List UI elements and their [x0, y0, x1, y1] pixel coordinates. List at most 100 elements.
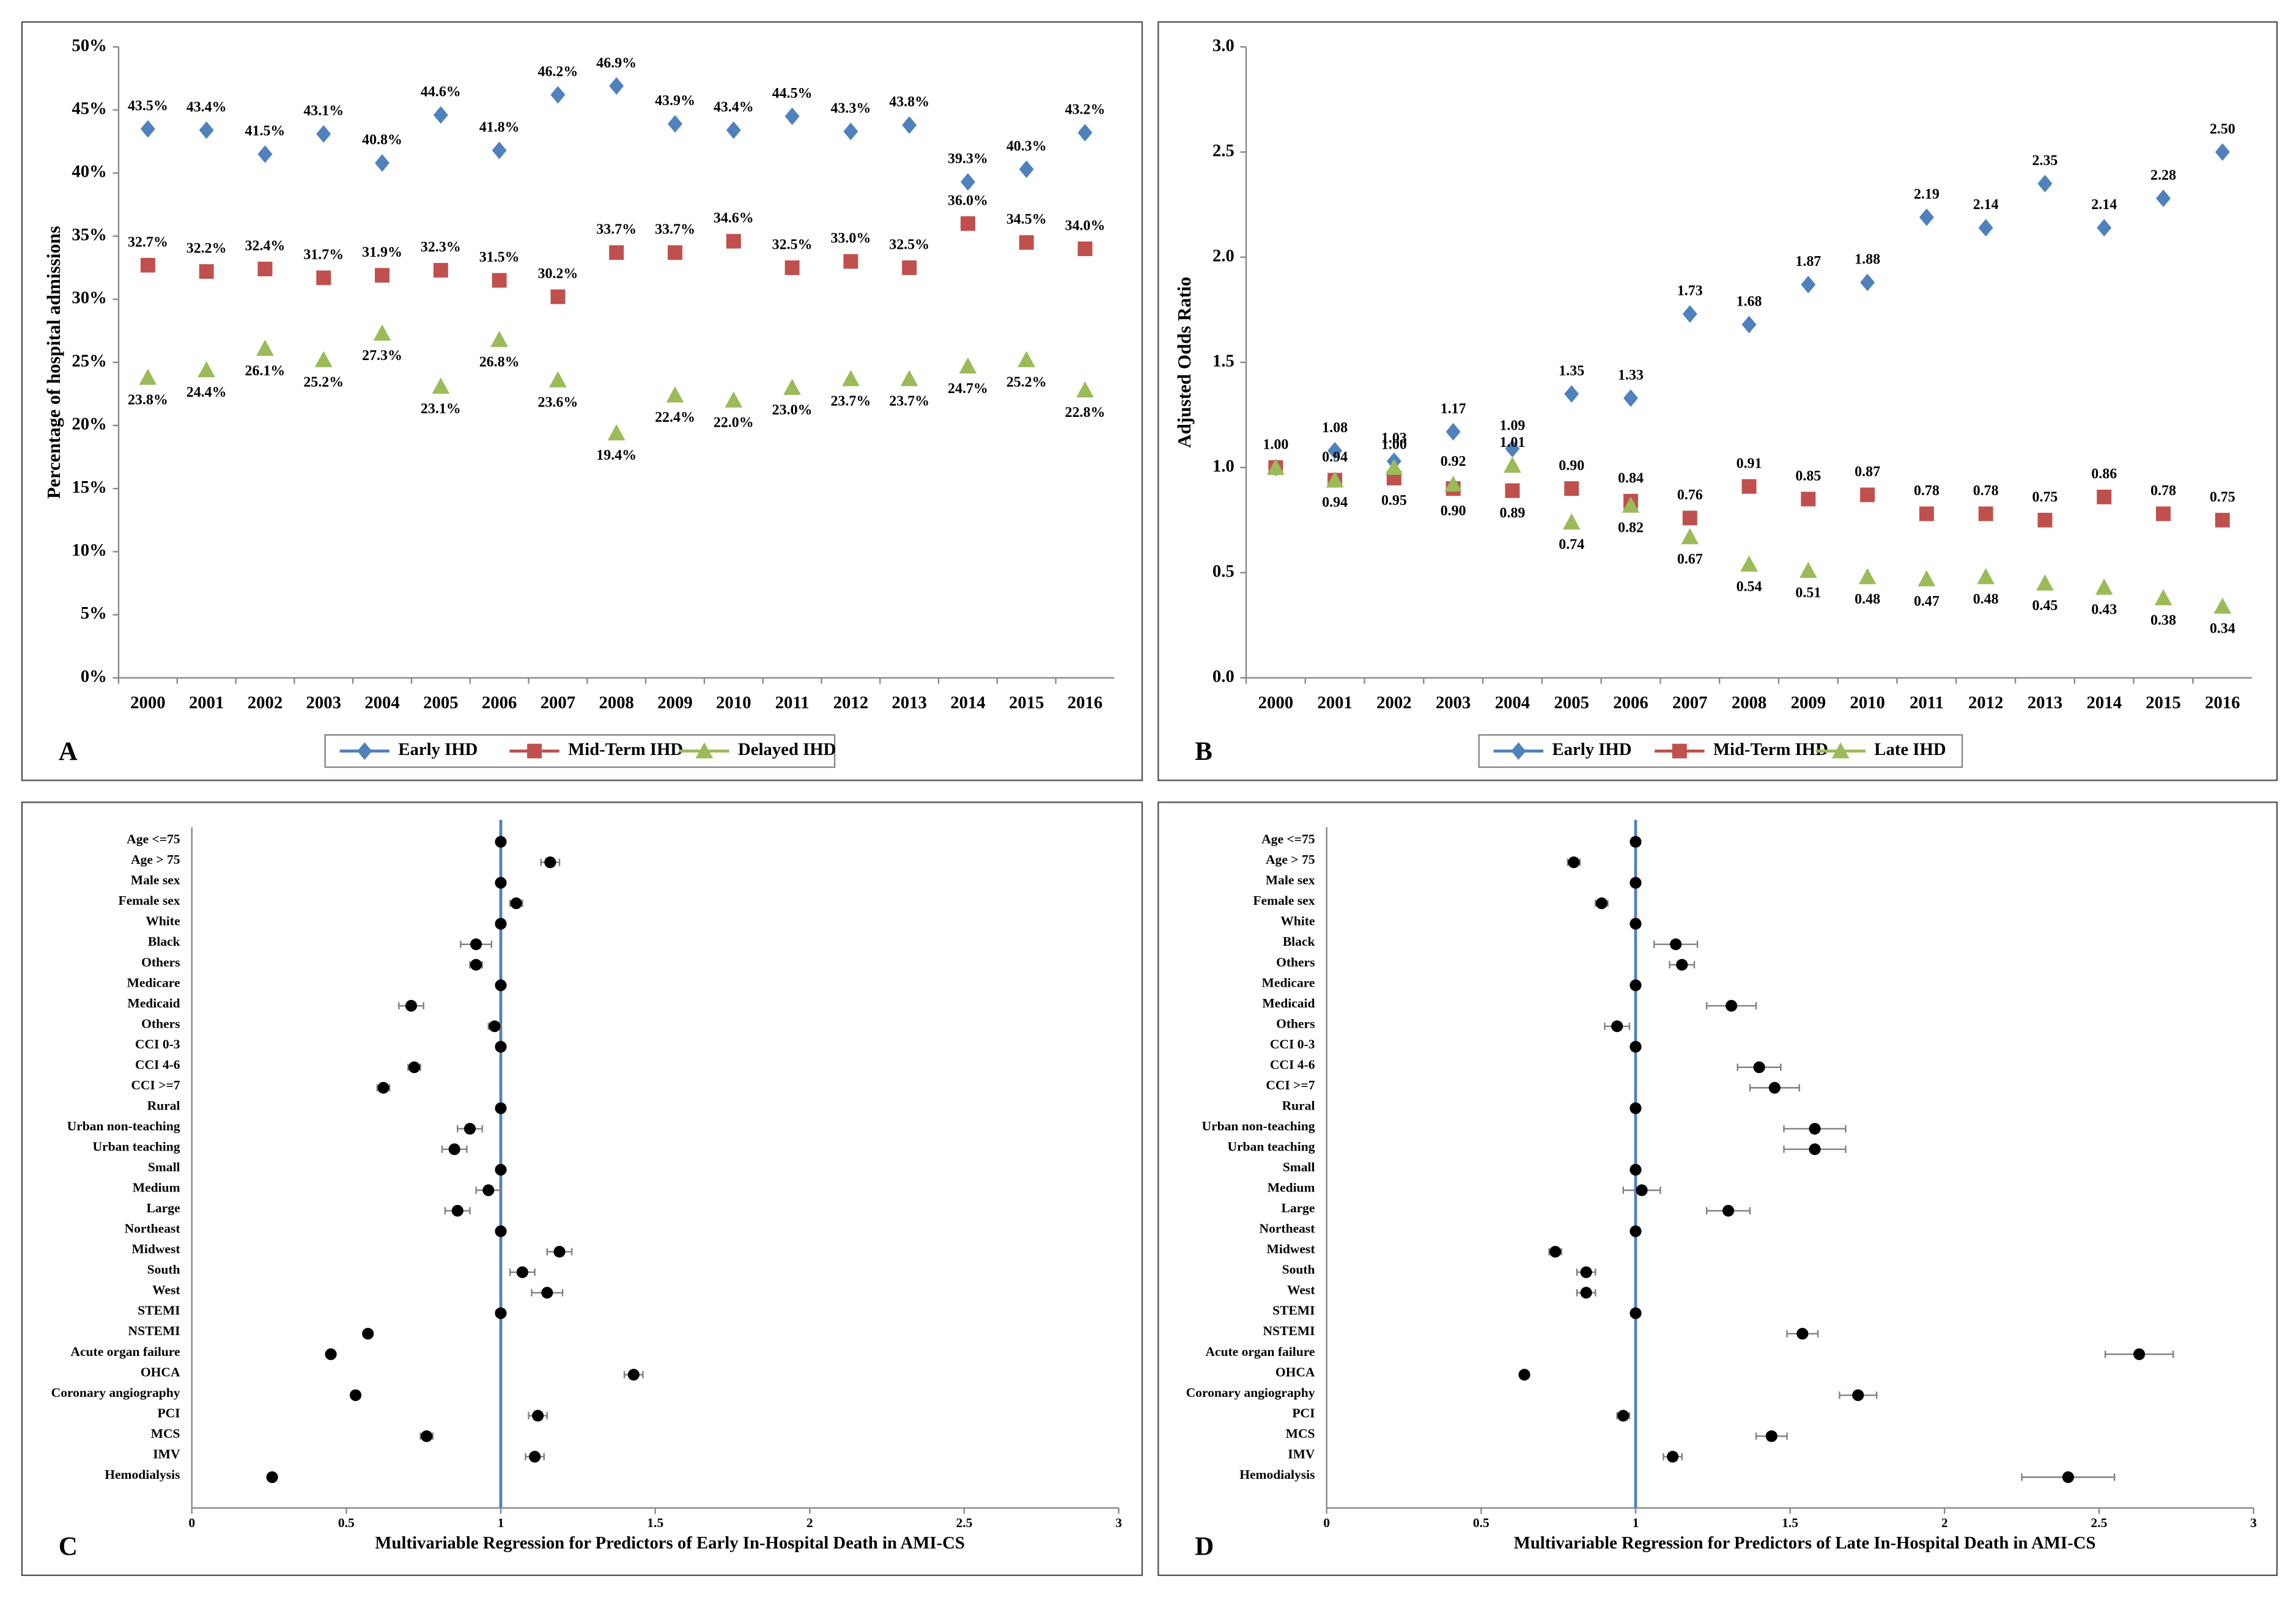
data-label: 1.87 — [1795, 254, 1821, 270]
row-label: Urban teaching — [92, 1140, 180, 1154]
row-label: NSTEMI — [128, 1324, 180, 1338]
estimate-point — [1809, 1143, 1821, 1155]
estimate-point — [1636, 1184, 1648, 1196]
row-label: Northeast — [125, 1221, 181, 1236]
data-point — [668, 115, 682, 133]
row-label: CCI 4-6 — [1270, 1057, 1315, 1072]
row-label: IMV — [1288, 1446, 1315, 1461]
row-label: West — [1287, 1283, 1315, 1297]
data-label: 0.45 — [2032, 598, 2058, 614]
row-label: PCI — [157, 1405, 180, 1420]
estimate-point — [448, 1143, 460, 1155]
legend-label: Early IHD — [398, 740, 478, 759]
data-point — [725, 391, 743, 408]
data-point — [1860, 487, 1875, 503]
estimate-point — [1630, 1307, 1642, 1319]
data-point — [257, 262, 273, 276]
row-label: Male sex — [131, 873, 180, 888]
x-tick-label: 2015 — [2146, 693, 2180, 713]
estimate-point — [1549, 1246, 1562, 1258]
row-label: West — [152, 1283, 180, 1297]
data-label: 44.6% — [421, 84, 461, 100]
data-label: 43.5% — [128, 98, 168, 114]
data-point — [550, 289, 566, 304]
data-point — [1019, 235, 1034, 250]
data-label: 30.2% — [537, 266, 578, 282]
data-label: 0.34 — [2210, 621, 2235, 637]
x-axis-label: Multivariable Regression for Predictors … — [375, 1533, 964, 1553]
estimate-point — [1630, 1163, 1642, 1176]
data-label: 24.4% — [186, 385, 227, 400]
x-tick-label: 2005 — [423, 693, 458, 713]
x-tick-label: 0.5 — [1473, 1515, 1489, 1530]
data-label: 0.78 — [1973, 483, 1999, 499]
row-label: Coronary angiography — [51, 1385, 180, 1400]
data-point — [1077, 123, 1093, 142]
data-point — [197, 361, 216, 378]
x-tick-label: 1 — [1633, 1515, 1639, 1530]
row-label: Age > 75 — [1266, 852, 1315, 867]
data-label: 1.08 — [1322, 420, 1348, 436]
data-label: 1.09 — [1500, 418, 1526, 433]
x-tick-label: 2001 — [189, 693, 224, 713]
x-tick-label: 0 — [188, 1515, 195, 1530]
data-point — [1681, 528, 1699, 545]
row-label: Medicaid — [127, 996, 180, 1011]
data-label: 43.8% — [889, 94, 929, 110]
x-tick-label: 2007 — [1672, 693, 1707, 713]
x-tick-label: 2010 — [1850, 693, 1884, 713]
data-point — [549, 371, 567, 388]
y-tick-label: 1.0 — [1213, 456, 1235, 476]
row-label: MCS — [1286, 1426, 1315, 1441]
x-tick-label: 2012 — [1968, 693, 2003, 713]
data-point — [2036, 574, 2054, 591]
data-label: 0.75 — [2210, 489, 2235, 505]
estimate-point — [495, 836, 507, 848]
data-point — [1740, 555, 1758, 572]
data-label: 31.7% — [303, 247, 344, 263]
data-label: 26.8% — [479, 354, 520, 370]
data-label: 25.2% — [1006, 374, 1047, 390]
data-point — [1623, 389, 1638, 407]
y-tick-label: 0.5 — [1213, 561, 1235, 581]
data-point — [1977, 568, 1995, 584]
x-tick-label: 1 — [498, 1515, 504, 1530]
row-label: OHCA — [141, 1364, 180, 1379]
data-point — [607, 424, 626, 441]
y-tick-label: 35% — [72, 225, 106, 245]
estimate-point — [1630, 918, 1642, 930]
x-tick-label: 2013 — [891, 693, 926, 713]
estimate-point — [541, 1287, 553, 1299]
data-label: 1.73 — [1677, 283, 1703, 299]
data-label: 0.75 — [2032, 489, 2058, 505]
y-tick-label: 2.0 — [1213, 246, 1235, 265]
data-point — [139, 369, 157, 385]
data-label: 43.3% — [830, 101, 871, 117]
data-point — [550, 86, 566, 104]
data-point — [2156, 506, 2171, 521]
data-point — [1564, 481, 1579, 496]
data-label: 1.01 — [1500, 435, 1526, 451]
data-point — [316, 125, 331, 143]
estimate-point — [532, 1410, 544, 1422]
data-label: 46.9% — [596, 55, 637, 71]
row-label: OHCA — [1275, 1364, 1315, 1379]
estimate-point — [362, 1328, 374, 1340]
row-label: Northeast — [1260, 1221, 1316, 1236]
data-label: 32.5% — [772, 237, 813, 253]
data-label: 2.19 — [1914, 186, 1940, 202]
data-label: 33.7% — [596, 222, 637, 238]
data-label: 1.33 — [1618, 367, 1644, 383]
y-axis-label: Adjusted Odds Ratio — [1173, 277, 1195, 448]
x-tick-label: 1.5 — [647, 1515, 663, 1530]
data-point — [666, 386, 684, 403]
data-label: 33.0% — [830, 230, 871, 246]
x-tick-label: 1.5 — [1782, 1515, 1798, 1530]
estimate-point — [1796, 1328, 1809, 1340]
panel-label: A — [59, 737, 78, 766]
estimate-point — [495, 1163, 507, 1176]
data-label: 0.84 — [1618, 470, 1644, 486]
estimate-point — [544, 856, 556, 869]
y-axis-label: Percentage of hospital admissions — [43, 226, 64, 499]
data-label: 32.7% — [128, 234, 168, 250]
